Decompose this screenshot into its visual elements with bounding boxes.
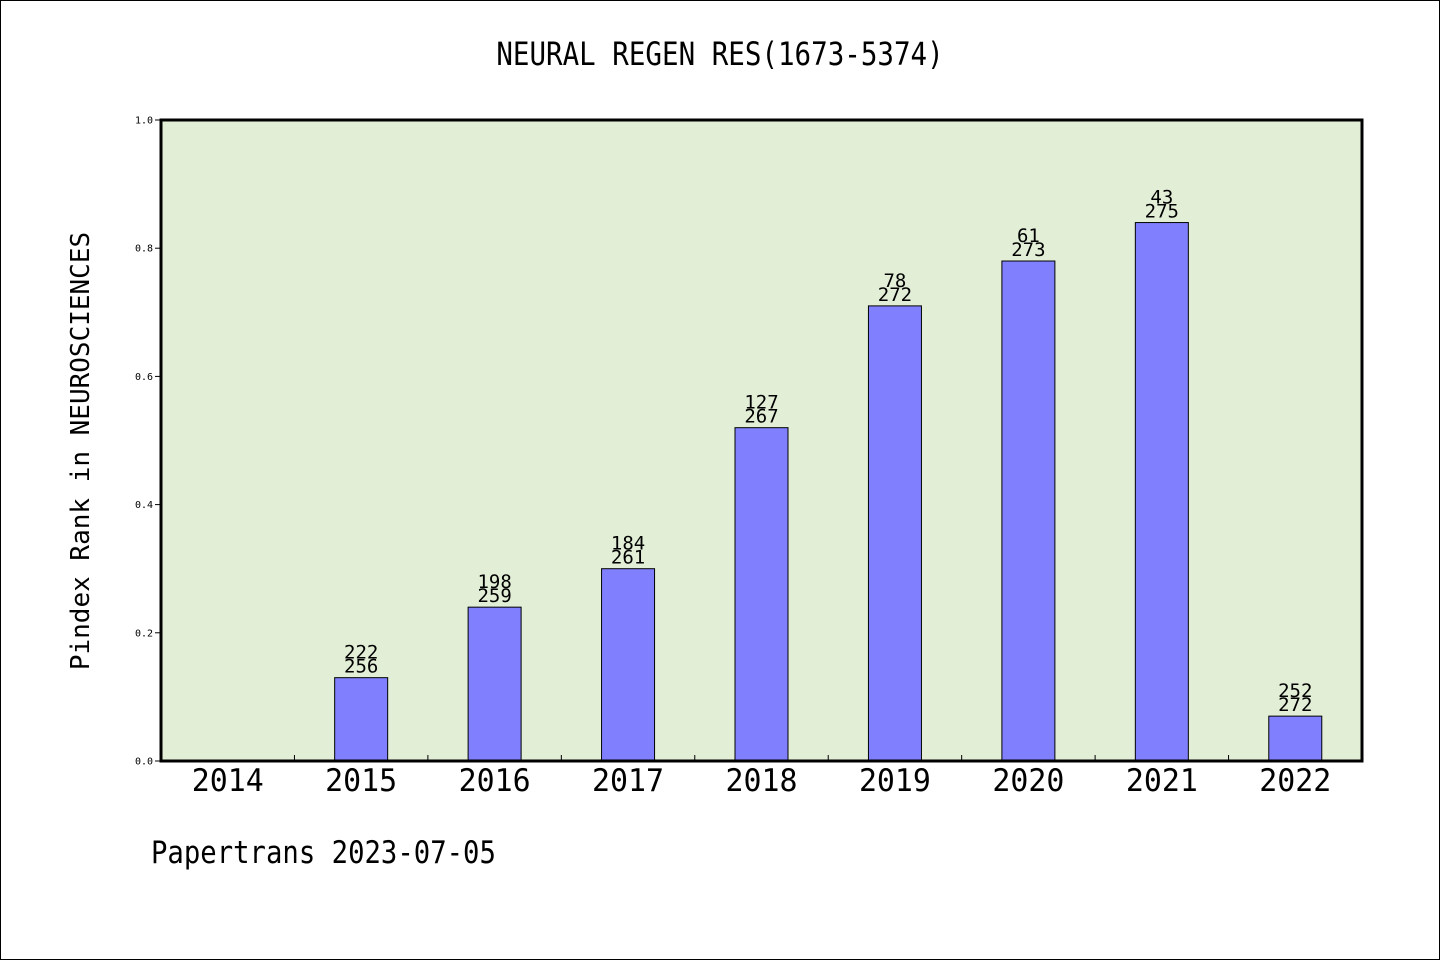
x-tick-label: 2017 [592,763,664,799]
footer-text: Papertrans 2023-07-05 [151,835,496,871]
bar-rank-label: 43 [1150,187,1173,209]
bar-2018 [734,427,789,762]
bar-total-label: 275 [1145,201,1179,223]
x-tick-label: 2014 [192,763,264,799]
bar-2017 [601,568,656,762]
bar-rank-label: 222 [344,642,378,664]
bar-rank-label: 61 [1017,225,1040,247]
y-tick-label: 0.0 [135,757,153,768]
bar-total-label: 259 [477,585,511,607]
bar-total-label: 267 [744,406,778,428]
bar-total-label: 256 [344,656,378,678]
x-tick-label: 2021 [1126,763,1198,799]
bar-rank-label: 184 [611,533,645,555]
y-tick-label: 0.2 [135,628,153,639]
x-tick-label: 2018 [726,763,798,799]
bar-rank-label: 252 [1278,680,1312,702]
chart-title: NEURAL REGEN RES(1673-5374) [496,35,944,73]
bar-total-label: 261 [611,547,645,569]
x-tick-label: 2020 [992,763,1064,799]
x-tick-label: 2015 [325,763,397,799]
y-tick-label: 0.6 [135,372,153,383]
y-tick-label: 1.0 [135,116,153,127]
x-tick-label: 2016 [459,763,531,799]
bar-2021 [1134,222,1189,762]
bar-2020 [1001,260,1056,762]
x-tick-label: 2022 [1259,763,1331,799]
bar-2019 [867,305,922,762]
bar-rank-label: 127 [744,392,778,414]
bar-total-label: 273 [1011,239,1045,261]
plot-border [159,118,1364,763]
y-tick-label: 0.4 [135,500,153,511]
bar-2016 [467,606,522,762]
bar-2022 [1268,715,1323,762]
bar-2015 [334,677,389,762]
x-tick-label: 2019 [859,763,931,799]
bar-rank-label: 78 [883,270,906,292]
bar-total-label: 272 [1278,694,1312,716]
bar-total-label: 272 [878,284,912,306]
bar-rank-label: 198 [477,571,511,593]
y-tick-label: 0.8 [135,244,153,255]
